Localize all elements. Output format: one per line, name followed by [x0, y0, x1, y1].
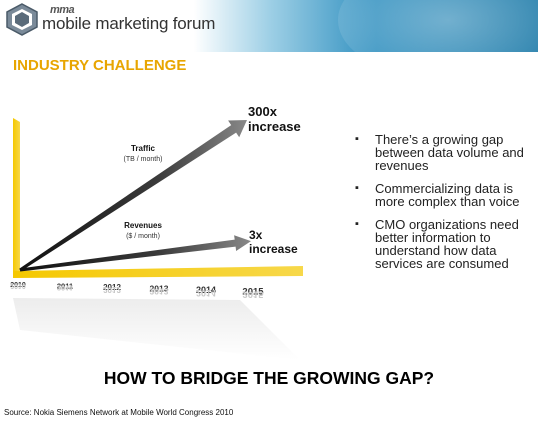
traffic-series-label: Traffic: [131, 144, 156, 153]
slide-title: INDUSTRY CHALLENGE: [13, 57, 187, 74]
x-tick-label: 2015: [242, 287, 264, 298]
x-tick-reflection: 2011: [57, 284, 73, 293]
revenue-series-unit: ($ / month): [126, 233, 160, 240]
x-tick-reflection: 2014: [196, 288, 216, 298]
header-banner: mma mobile marketing forum: [0, 0, 538, 52]
mma-logo-icon: [6, 3, 38, 36]
x-tick-label: 2012: [103, 283, 121, 292]
x-tick-label: 2014: [196, 285, 216, 295]
bullet-text: Commercializing data is more complex tha…: [375, 181, 520, 209]
x-axis-bar: [13, 266, 303, 278]
x-tick-reflection: 2013: [150, 287, 169, 297]
x-tick-label: 2013: [150, 284, 169, 294]
traffic-series-unit: (TB / month): [124, 156, 163, 163]
header-glow: [338, 0, 538, 52]
series-arrow-traffic: [19, 120, 248, 272]
x-tick-reflection: 2010: [10, 282, 26, 289]
question-heading: HOW TO BRIDGE THE GROWING GAP?: [103, 368, 435, 388]
brand-prefix: mma: [50, 4, 75, 16]
series-arrow-revenues: [19, 235, 251, 272]
bullet-item: ▪ There’s a growing gap between data volu…: [353, 133, 536, 172]
bullet-item: ▪ Commercializing data is more complex th…: [353, 182, 536, 208]
source-citation: Source: Nokia Siemens Network at Mobile …: [4, 408, 234, 417]
brand-name: mobile marketing forum: [42, 14, 216, 33]
bullet-list: ▪ There’s a growing gap between data volu…: [353, 133, 536, 280]
bullet-marker-icon: ▪: [355, 133, 359, 145]
x-tick-reflection: 2012: [103, 285, 121, 294]
revenue-growth-suffix: increase: [249, 242, 298, 256]
revenue-growth-label: 3x: [249, 228, 263, 242]
header-gradient: [0, 0, 538, 52]
bullet-text: CMO organizations need better informatio…: [375, 217, 519, 271]
x-tick-reflection: 2015: [242, 289, 264, 300]
y-axis-bar: [13, 118, 20, 271]
bullet-marker-icon: ▪: [355, 218, 359, 230]
axis-reflection: [13, 298, 300, 360]
x-tick-label: 2011: [57, 282, 73, 291]
traffic-growth-suffix: increase: [248, 119, 301, 134]
bullet-text: There’s a growing gap between data volum…: [375, 132, 524, 173]
traffic-growth-label: 300x: [248, 104, 278, 119]
x-tick-label: 2010: [10, 282, 26, 289]
bullet-item: ▪ CMO organizations need better informati…: [353, 218, 536, 270]
bullet-marker-icon: ▪: [355, 182, 359, 194]
revenue-series-label: Revenues: [124, 221, 162, 230]
